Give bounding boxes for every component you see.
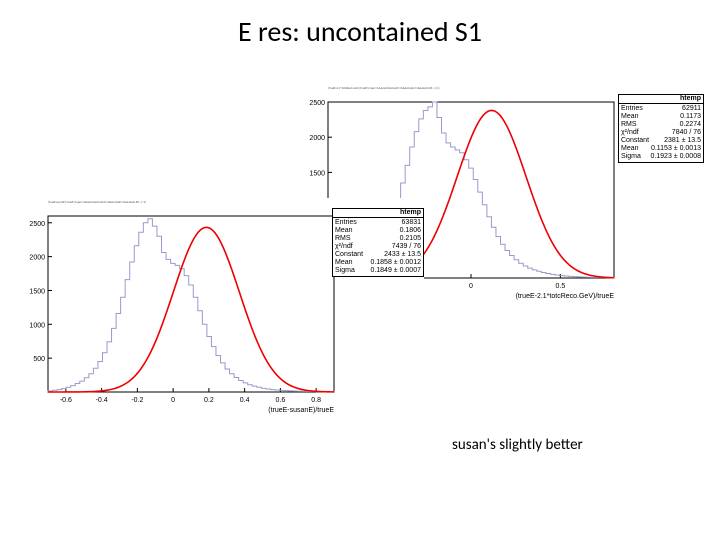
statbox-title: htemp [333, 209, 423, 218]
svg-text:0: 0 [171, 397, 175, 404]
comparison-note: susan's slightly better [452, 436, 583, 454]
svg-text:0: 0 [469, 283, 473, 290]
svg-text:(trueE-2.1*totcReco.GeV)/trueE: (trueE-2.1*totcReco.GeV)/trueE [516, 293, 615, 300]
statbox-cal: htemp Entries62911 Mean0.1173 RMS0.2274 … [618, 94, 704, 163]
svg-text:(trueE-susanE)/trueE: (trueE-susanE)/trueE [268, 407, 334, 414]
svg-text:1000: 1000 [29, 322, 45, 329]
svg-text:1500: 1500 [29, 288, 45, 295]
svg-text:-0.6: -0.6 [60, 397, 72, 404]
svg-text:0.5: 0.5 [556, 283, 566, 290]
svg-text:-0.4: -0.4 [96, 397, 108, 404]
svg-text:0.4: 0.4 [240, 397, 250, 404]
svg-text:-0.2: -0.2 [131, 397, 143, 404]
svg-text:0.8: 0.8 [311, 397, 321, 404]
svg-text:1500: 1500 [309, 170, 325, 177]
chart-susan: (trueE-susanE)/trueE {ccqe==1&&containme… [8, 198, 424, 422]
svg-text:2500: 2500 [309, 100, 325, 107]
page-title: E res: uncontained S1 [0, 14, 720, 49]
svg-text:2000: 2000 [309, 135, 325, 142]
statbox-susan: htemp Entries63831 Mean0.1806 RMS0.2105 … [332, 208, 424, 277]
statbox-title: htemp [619, 95, 703, 104]
svg-text:2000: 2000 [29, 255, 45, 262]
svg-text:500: 500 [33, 356, 45, 363]
svg-text:0.2: 0.2 [204, 397, 214, 404]
svg-text:2500: 2500 [29, 221, 45, 228]
svg-text:0.6: 0.6 [276, 397, 286, 404]
